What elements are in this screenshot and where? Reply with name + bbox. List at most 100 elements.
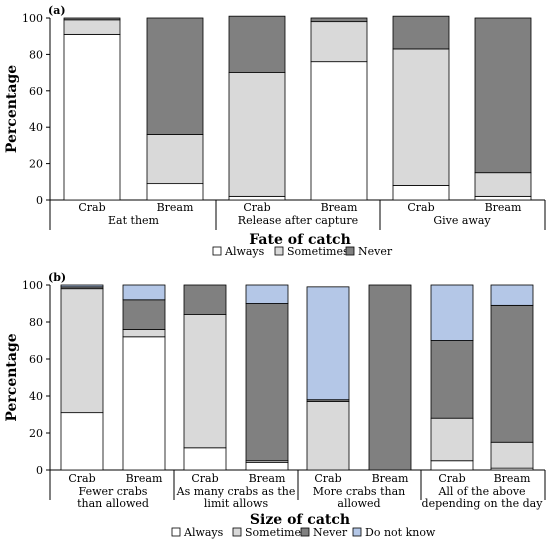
legend-swatch	[345, 246, 355, 256]
legend-label: Never	[313, 526, 348, 539]
legend-swatch	[300, 527, 310, 537]
group-label: Release after capture	[238, 214, 358, 227]
y-axis-title: Percentage	[4, 65, 20, 153]
group-label: than allowed	[77, 497, 149, 510]
category-label: Crab	[191, 472, 218, 485]
bar-segment-sometimes	[63, 19, 121, 35]
bar-segment-always	[146, 183, 204, 201]
legend-label: Sometimes	[245, 526, 307, 539]
bar-segment-always	[63, 33, 121, 201]
bar-segment-never	[368, 284, 412, 471]
legend-swatch	[212, 246, 222, 256]
group-label: Eat them	[108, 214, 160, 227]
category-label: Bream	[321, 201, 358, 214]
bar-segment-always	[245, 462, 289, 471]
bar-segment-always	[310, 61, 368, 201]
bar-segment-sometimes	[228, 72, 286, 197]
bar-segment-never	[63, 17, 121, 21]
category-label: Bream	[249, 472, 286, 485]
bar-segment-never	[228, 15, 286, 73]
y-tick-label: 0	[36, 464, 43, 477]
bar-segment-always	[183, 447, 227, 471]
group-label: All of the above	[437, 485, 525, 498]
y-axis-title: Percentage	[4, 333, 20, 421]
legend-label: Never	[358, 245, 393, 258]
bar-segment-do-not-know	[306, 286, 350, 401]
category-label: Bream	[485, 201, 522, 214]
y-tick-label: 100	[22, 279, 43, 292]
legend-swatch	[171, 527, 181, 537]
bar-segment-sometimes	[60, 288, 104, 414]
bar-segment-always	[228, 195, 286, 201]
x-axis-title: Fate of catch	[249, 232, 351, 248]
bar-segment-always	[430, 460, 474, 471]
legend-label: Always	[183, 526, 224, 539]
category-label: Bream	[494, 472, 531, 485]
y-tick-label: 60	[29, 353, 43, 366]
bar-segment-do-not-know	[430, 284, 474, 341]
category-label: Bream	[372, 472, 409, 485]
panel-label: (b)	[48, 271, 66, 284]
bar-segment-always	[60, 412, 104, 471]
bar-segment-never	[183, 284, 227, 316]
y-tick-label: 60	[29, 85, 43, 98]
group-label: More crabs than	[313, 485, 405, 498]
y-tick-label: 40	[29, 390, 43, 403]
category-label: Crab	[243, 201, 270, 214]
bar-segment-sometimes	[430, 417, 474, 462]
y-tick-label: 100	[22, 12, 43, 25]
group-label: Fewer crabs	[79, 485, 148, 498]
group-label: Give away	[433, 214, 491, 227]
legend-swatch	[232, 527, 242, 537]
bar-segment-do-not-know	[60, 284, 104, 288]
category-label: Crab	[78, 201, 105, 214]
y-tick-label: 80	[29, 316, 43, 329]
group-label: depending on the day	[422, 497, 544, 510]
y-tick-label: 20	[29, 427, 43, 440]
group-label: allowed	[337, 497, 380, 510]
category-label: Crab	[314, 472, 341, 485]
y-tick-label: 20	[29, 158, 43, 171]
y-tick-label: 80	[29, 48, 43, 61]
group-label: limit allows	[204, 497, 269, 510]
bar-segment-never	[474, 17, 532, 174]
panel-label: (a)	[48, 4, 66, 17]
bar-segment-always	[474, 195, 532, 201]
group-label: As many crabs as the	[176, 485, 296, 498]
category-label: Bream	[157, 201, 194, 214]
category-label: Crab	[438, 472, 465, 485]
legend-swatch	[352, 527, 362, 537]
bar-segment-never	[146, 17, 204, 135]
legend-swatch	[274, 246, 284, 256]
bar-segment-sometimes	[146, 134, 204, 185]
category-label: Crab	[68, 472, 95, 485]
bar-segment-always	[392, 185, 450, 201]
bar-segment-do-not-know	[245, 284, 289, 304]
legend-label: Always	[224, 245, 265, 258]
category-label: Crab	[407, 201, 434, 214]
category-label: Bream	[126, 472, 163, 485]
bar-segment-sometimes	[490, 441, 534, 469]
bar-segment-never	[122, 299, 166, 330]
legend-label: Do not know	[365, 526, 436, 539]
bar-segment-sometimes	[122, 328, 166, 338]
bar-segment-do-not-know	[122, 284, 166, 301]
bar-segment-never	[310, 17, 368, 23]
x-axis-title: Size of catch	[250, 512, 350, 528]
bar-segment-sometimes	[392, 48, 450, 186]
bar-segment-do-not-know	[490, 284, 534, 306]
bar-segment-never	[392, 15, 450, 50]
y-tick-label: 40	[29, 121, 43, 134]
y-tick-label: 0	[36, 194, 43, 207]
bar-segment-always	[122, 336, 166, 471]
bar-segment-sometimes	[183, 314, 227, 449]
bar-segment-never	[490, 304, 534, 443]
bar-segment-sometimes	[474, 172, 532, 197]
legend-label: Sometimes	[287, 245, 349, 258]
bar-segment-sometimes	[306, 401, 350, 471]
bar-segment-sometimes	[310, 21, 368, 63]
bar-segment-never	[245, 303, 289, 462]
